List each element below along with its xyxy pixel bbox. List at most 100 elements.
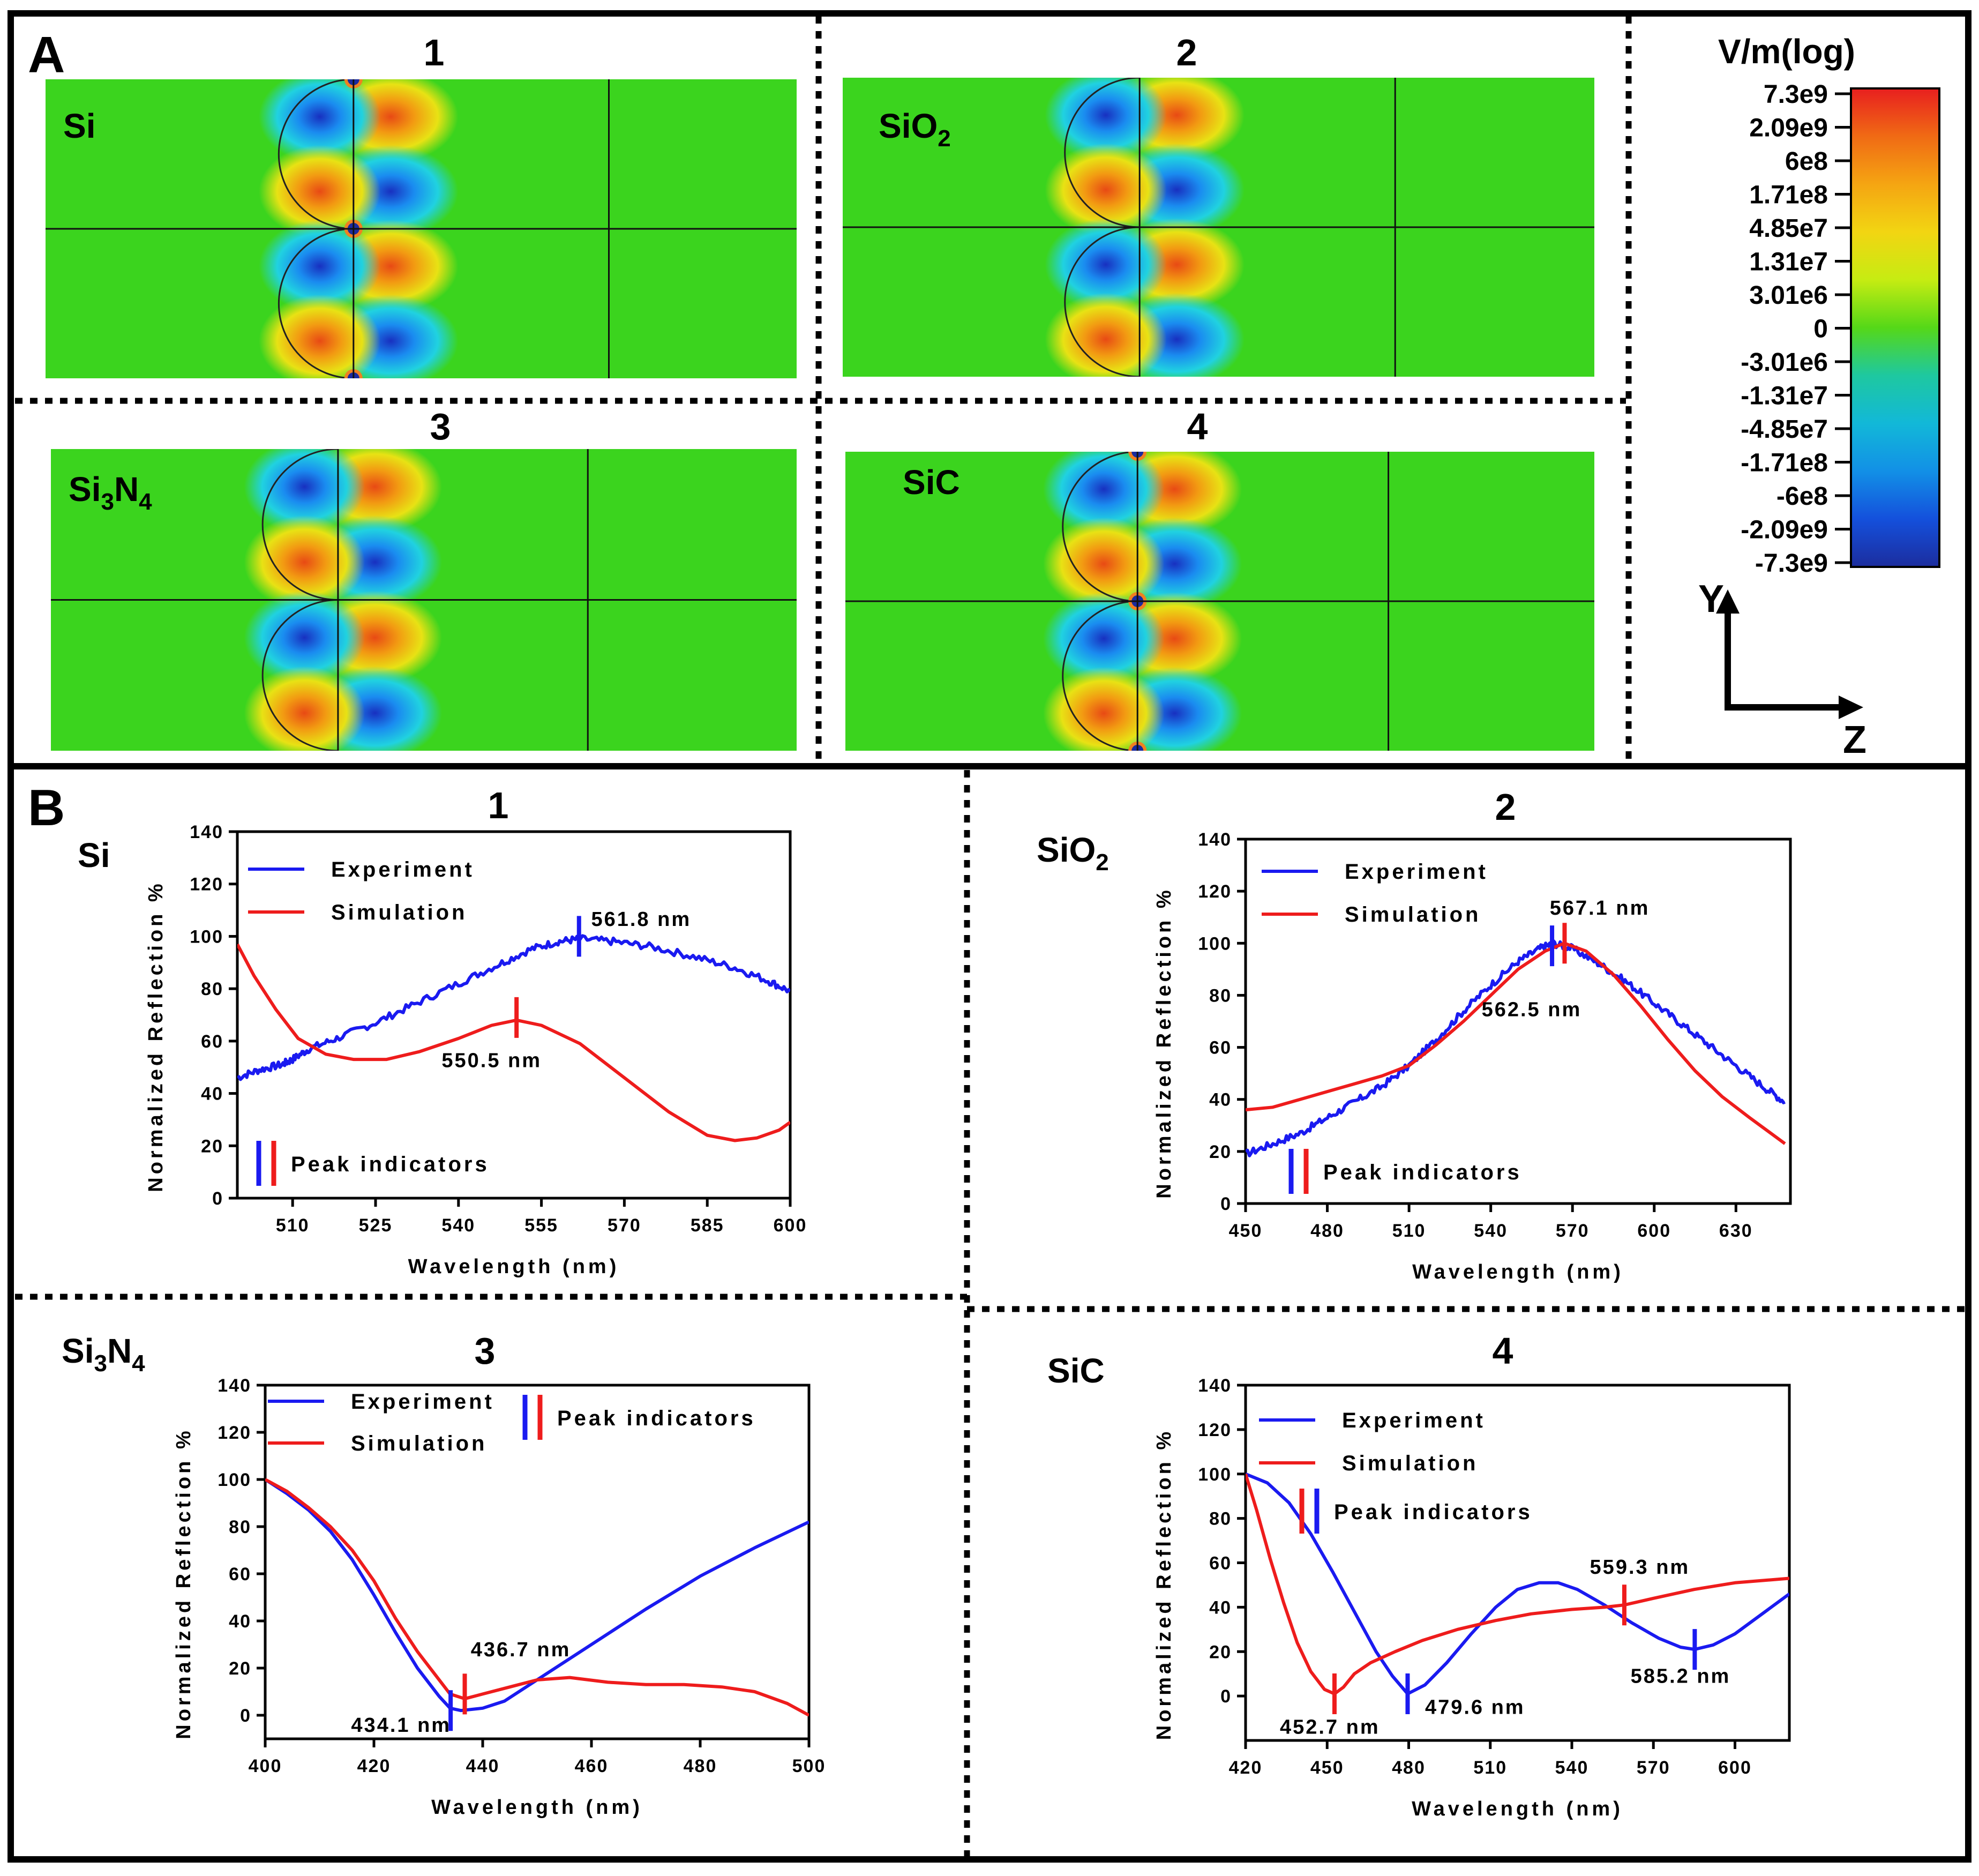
field-map-material: Si — [63, 107, 95, 145]
colorbar-tick-label: -4.85e7 — [1741, 415, 1828, 444]
x-tick-label: 540 — [1474, 1221, 1508, 1241]
peak-label: 559.3 nm — [1590, 1556, 1690, 1579]
x-tick-label: 540 — [1555, 1758, 1589, 1778]
field-lobe-left — [244, 591, 365, 685]
field-lobe-left — [244, 515, 365, 609]
material-name: SiO — [879, 107, 938, 145]
legend: Experiment Simulation Peak indicators — [248, 858, 487, 1186]
x-tick-label: 420 — [1229, 1758, 1263, 1778]
legend-experiment-label: Experiment — [351, 1390, 494, 1414]
colorbar-tick-label: -7.3e9 — [1755, 549, 1828, 578]
colorbar-tick-label: 7.3e9 — [1764, 80, 1828, 109]
x-tick-label: 450 — [1310, 1758, 1344, 1778]
panel-b-frame — [8, 763, 1971, 1863]
colorbar-tick-label: 3.01e6 — [1749, 281, 1828, 310]
y-tick-label: 20 — [1209, 1642, 1232, 1662]
chart-title: 1 — [488, 784, 509, 826]
x-tick-label: 525 — [359, 1215, 393, 1236]
simulation-series-line — [1246, 941, 1786, 1145]
y-tick-label: 140 — [1198, 1376, 1232, 1396]
material-subscript: 2 — [1096, 849, 1108, 876]
y-tick-label: 20 — [201, 1136, 223, 1156]
plot-frame — [1244, 838, 1792, 1205]
simulation-series-line — [237, 943, 790, 1142]
x-tick-label: 510 — [276, 1215, 310, 1236]
x-tick-label: 400 — [249, 1756, 282, 1776]
field-map-4: 4 SiC — [845, 406, 1594, 751]
peak-label: 436.7 nm — [471, 1639, 571, 1661]
y-tick-label: 80 — [229, 1517, 251, 1537]
simulation-series-line — [1246, 1473, 1789, 1695]
x-axis-label: Wavelength (nm) — [1412, 1798, 1623, 1820]
experiment-series-line — [237, 934, 790, 1081]
material-name-b: N — [107, 1332, 132, 1370]
field-lobe-left — [244, 666, 365, 751]
x-tick-label: 600 — [774, 1215, 807, 1236]
z-axis-label: Z — [1843, 719, 1866, 761]
colorbar-tick-label: 4.85e7 — [1749, 214, 1828, 243]
x-tick-label: 630 — [1719, 1221, 1753, 1241]
legend-experiment-label: Experiment — [331, 858, 475, 881]
field-lobe-left — [244, 449, 365, 534]
chart-title: 2 — [1495, 786, 1516, 828]
x-tick-label: 500 — [792, 1756, 826, 1776]
y-tick-label: 80 — [1209, 985, 1232, 1006]
y-tick-label: 0 — [240, 1706, 251, 1726]
material-name: SiC — [1047, 1351, 1105, 1390]
hemisphere-outline — [1062, 452, 1138, 602]
hemisphere-outline — [1064, 78, 1140, 228]
peak-label: 452.7 nm — [1280, 1716, 1380, 1739]
y-tick-label: 100 — [190, 926, 223, 947]
legend: Experiment Simulation Peak indicators — [268, 1390, 756, 1455]
field-map-area — [845, 452, 1594, 751]
dotted-separators — [15, 16, 1965, 1857]
y-tick-label: 60 — [1209, 1038, 1232, 1058]
field-lobe-left — [259, 145, 381, 238]
x-tick-label: 420 — [357, 1756, 391, 1776]
material-subscript: 2 — [938, 125, 950, 152]
x-tick-label: 570 — [1637, 1758, 1670, 1778]
experiment-series-line — [1246, 1473, 1789, 1695]
peak-label: 434.1 nm — [351, 1714, 451, 1737]
field-lobe-left — [1045, 218, 1167, 311]
material-name: SiO — [1037, 831, 1096, 869]
colorbar: V/m(log) 7.3e9 2.09e9 6e8 1.71e8 4.85e7 1.31e… — [1718, 32, 1940, 578]
chart-material: Si — [78, 836, 110, 875]
y-tick-label: 40 — [201, 1084, 223, 1104]
colorbar-tick-label: 1.71e8 — [1749, 181, 1828, 210]
y-tick-label: 60 — [229, 1564, 251, 1584]
chart-1: 1 Si 0 20 40 60 80 100 120 140 510 525 540 555 570 58… — [78, 784, 807, 1278]
material-name: Si — [69, 470, 101, 509]
y-tick-label: 140 — [190, 822, 223, 842]
colorbar-title: V/m(log) — [1718, 32, 1855, 71]
hemisphere-outline — [1062, 600, 1138, 751]
field-lobe-left — [1043, 517, 1165, 610]
x-tick-label: 555 — [524, 1215, 558, 1236]
field-lobe-left — [1045, 143, 1167, 236]
field-lobe-left — [1045, 293, 1167, 377]
x-tick-label: 570 — [1556, 1221, 1590, 1241]
y-tick-label: 140 — [1198, 829, 1232, 850]
simulation-series-line — [265, 1478, 809, 1717]
material-subscript: 3 — [101, 489, 114, 515]
x-tick-label: 480 — [684, 1756, 717, 1776]
x-tick-label: 440 — [466, 1756, 500, 1776]
legend-peak-label: Peak indicators — [557, 1407, 756, 1430]
field-lobe-left — [259, 79, 381, 163]
colorbar-gradient — [1850, 87, 1940, 568]
chart-material: SiO2 — [1037, 831, 1109, 876]
y-axis-label: Normalized Reflection % — [1153, 887, 1175, 1198]
legend: Experiment Simulation Peak indicators — [1262, 860, 1522, 1194]
field-lobe-left — [1043, 592, 1165, 685]
y-tick-label: 60 — [201, 1032, 223, 1052]
plot-frame — [264, 1384, 811, 1740]
y-tick-label: 100 — [218, 1470, 251, 1490]
hemisphere-outline — [278, 79, 354, 230]
section-a-label: A — [28, 26, 65, 84]
legend-peak-label: Peak indicators — [1323, 1161, 1522, 1184]
x-tick-label: 570 — [608, 1215, 641, 1236]
y-tick-label: 80 — [201, 979, 223, 999]
x-axis-label: Wavelength (nm) — [1412, 1261, 1624, 1283]
